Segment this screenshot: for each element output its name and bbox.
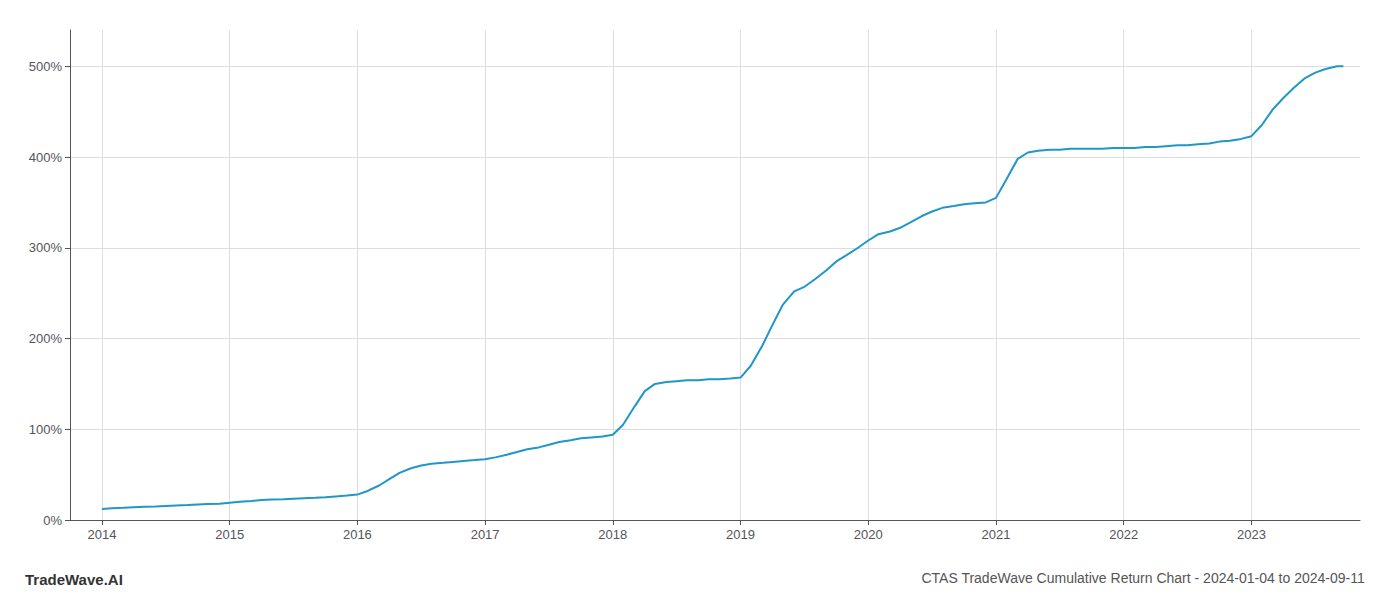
svg-text:2020: 2020 [854, 527, 883, 542]
svg-text:400%: 400% [29, 150, 63, 165]
svg-text:2019: 2019 [726, 527, 755, 542]
svg-text:100%: 100% [29, 422, 63, 437]
svg-text:2014: 2014 [87, 527, 116, 542]
svg-text:200%: 200% [29, 331, 63, 346]
svg-text:0%: 0% [43, 513, 62, 528]
svg-text:2023: 2023 [1237, 527, 1266, 542]
svg-text:CTAS TradeWave Cumulative Retu: CTAS TradeWave Cumulative Return Chart -… [921, 570, 1365, 586]
svg-text:2017: 2017 [471, 527, 500, 542]
svg-text:2018: 2018 [598, 527, 627, 542]
svg-text:TradeWave.AI: TradeWave.AI [25, 571, 123, 588]
svg-text:2021: 2021 [982, 527, 1011, 542]
svg-text:2016: 2016 [343, 527, 372, 542]
svg-text:300%: 300% [29, 240, 63, 255]
svg-text:500%: 500% [29, 59, 63, 74]
svg-text:2022: 2022 [1109, 527, 1138, 542]
svg-text:2015: 2015 [215, 527, 244, 542]
